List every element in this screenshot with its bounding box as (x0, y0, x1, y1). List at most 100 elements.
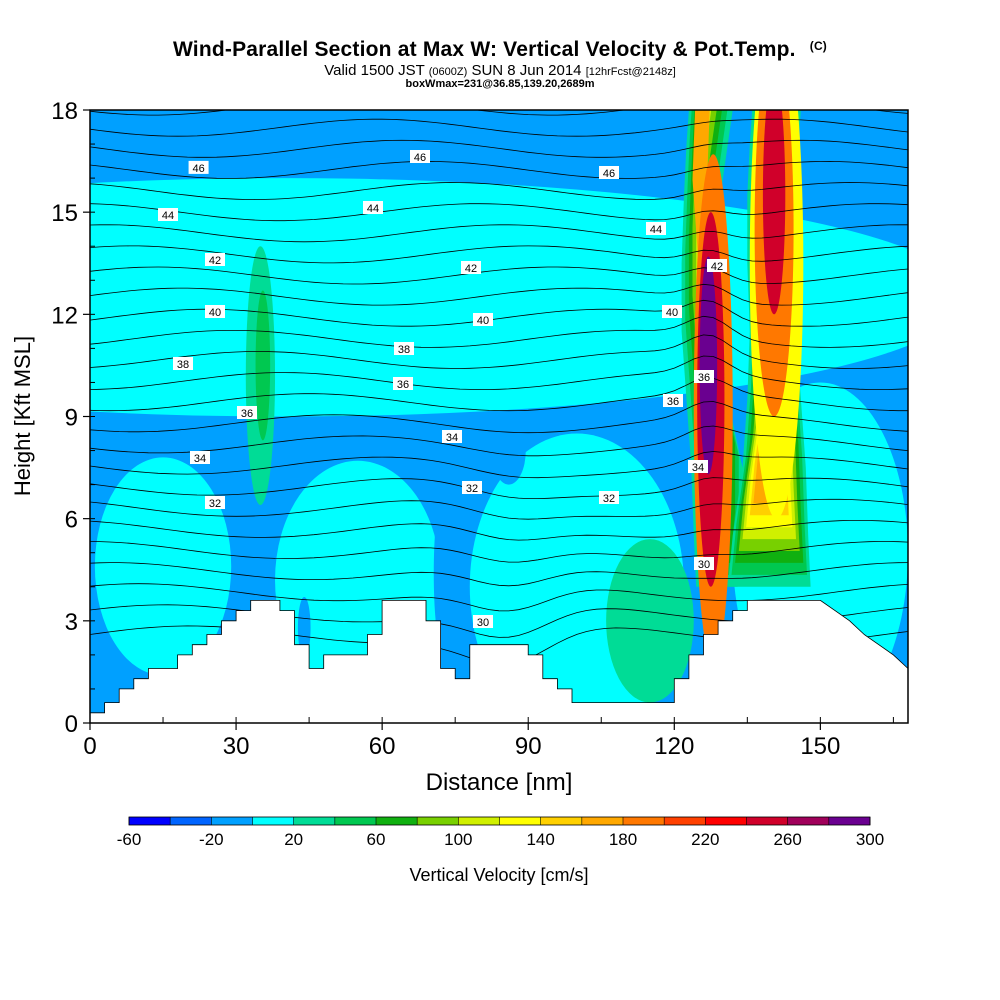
theta-contour-line (90, 299, 908, 327)
theta-contour-line (90, 160, 908, 179)
theta-label: 38 (398, 344, 410, 356)
theta-label: 36 (667, 396, 679, 408)
colorbar-swatch (129, 817, 171, 825)
theta-label-bg (410, 150, 430, 163)
theta-label-bg (694, 557, 714, 570)
theta-label-bg (205, 253, 225, 266)
colorbar-swatch (334, 817, 377, 825)
colorbar-swatch (293, 817, 336, 825)
y-tick-label: 9 (65, 405, 78, 432)
theta-label: 38 (177, 359, 189, 371)
colorbar-swatch (417, 817, 459, 825)
colorbar-swatch (252, 817, 295, 825)
theta-contour-line (90, 118, 908, 137)
theta-label: 46 (192, 163, 204, 175)
theta-label: 42 (465, 263, 477, 275)
colorbar-tick-label: 300 (856, 830, 884, 849)
theta-contour-line (90, 315, 908, 348)
theta-label: 32 (209, 498, 221, 510)
colorbar-swatch (581, 817, 624, 825)
colorbar-swatch (746, 817, 789, 825)
theta-contour-line (90, 498, 908, 520)
theta-label-bg (694, 370, 714, 383)
theta-label-bg (188, 160, 209, 174)
x-tick-label: 30 (223, 733, 250, 760)
colorbar-tick-label: 60 (367, 830, 386, 849)
theta-label: 40 (666, 307, 678, 319)
theta-label-bg (461, 261, 481, 274)
theta-label-bg (662, 305, 682, 318)
theta-contour-line (90, 562, 908, 587)
theta-contour-line (90, 245, 908, 264)
x-tick-label: 120 (654, 733, 694, 760)
theta-label: 42 (209, 255, 221, 267)
theta-label-bg (688, 460, 708, 473)
y-tick-label: 6 (65, 507, 78, 534)
chart-title: Wind-Parallel Section at Max W: Vertical… (0, 38, 1000, 62)
colorbar-tick-label: 180 (609, 830, 637, 849)
copyright-mark: (C) (809, 39, 828, 53)
theta-label: 40 (209, 307, 221, 319)
theta-contour-line (90, 334, 908, 369)
colorbar-swatch (787, 817, 830, 825)
theta-label-bg (599, 491, 619, 504)
terrain (90, 600, 908, 723)
valid-date: SUN 8 Jun 2014 (471, 62, 582, 79)
theta-label: 44 (650, 224, 662, 236)
theta-label-bg (237, 406, 257, 419)
velocity-patch (491, 416, 526, 485)
velocity-patch (254, 542, 267, 618)
theta-label-bg (663, 394, 683, 407)
colorbar-swatch (499, 817, 542, 825)
valid-time-utc: (0600Z) (428, 66, 468, 78)
theta-label: 32 (466, 483, 478, 495)
theta-contour-line (90, 110, 908, 116)
colorbar-tick-label: 100 (444, 830, 472, 849)
colorbar-tick-label: 140 (526, 830, 554, 849)
theta-label-bg (205, 496, 225, 509)
theta-label-bg (473, 313, 493, 326)
box-info: boxWmax=231@36.85,139.20,2689m (405, 78, 595, 90)
theta-label: 46 (414, 152, 426, 164)
colorbar-tick-label: 20 (284, 830, 303, 849)
updraft-core (699, 256, 718, 475)
theta-label-bg (442, 430, 462, 443)
theta-contour-line (90, 266, 908, 285)
theta-label-bg (173, 357, 193, 370)
theta-contour-line (90, 541, 908, 563)
x-axis-label: Distance [nm] (426, 769, 573, 796)
theta-label: 42 (711, 261, 723, 273)
theta-label: 46 (603, 168, 615, 180)
colorbar-tick-label: 220 (691, 830, 719, 849)
valid-time-prefix: Valid 1500 JST (324, 62, 425, 79)
terrain-profile (90, 600, 908, 723)
theta-label: 36 (698, 372, 710, 384)
velocity-patch (255, 290, 271, 441)
x-tick-label: 150 (800, 733, 840, 760)
theta-label-bg (473, 615, 493, 628)
chart-title-text: Wind-Parallel Section at Max W: Vertical… (172, 38, 796, 61)
theta-contour-line (90, 520, 908, 541)
theta-contour-line (90, 477, 908, 499)
theta-label: 34 (446, 432, 458, 444)
theta-label-bg (190, 451, 210, 464)
theta-contour-line (90, 182, 908, 201)
colorbar-swatch (211, 817, 253, 825)
x-tick-label: 60 (369, 733, 396, 760)
theta-contour-labels: 46 46 46 44 44 44 42 42 42 40 40 40 38 38 36 36 36 36 34 34… (158, 150, 727, 629)
theta-label: 36 (397, 379, 409, 391)
velocity-patch (606, 539, 694, 703)
x-tick-label: 90 (515, 733, 542, 760)
y-axis-label: Height [Kft MSL] (10, 336, 35, 496)
colorbar-swatch (705, 817, 747, 825)
theta-label-bg (158, 208, 178, 221)
colorbar-swatch (170, 817, 212, 825)
chart-subtitle: Valid 1500 JST (0600Z) SUN 8 Jun 2014 [1… (0, 62, 1000, 79)
velocity-patch (297, 596, 311, 659)
theta-label: 44 (367, 203, 379, 215)
theta-label-bg (394, 342, 414, 355)
y-tick-label: 3 (65, 609, 78, 636)
forecast-info: [12hrFcst@2148z] (585, 66, 676, 78)
